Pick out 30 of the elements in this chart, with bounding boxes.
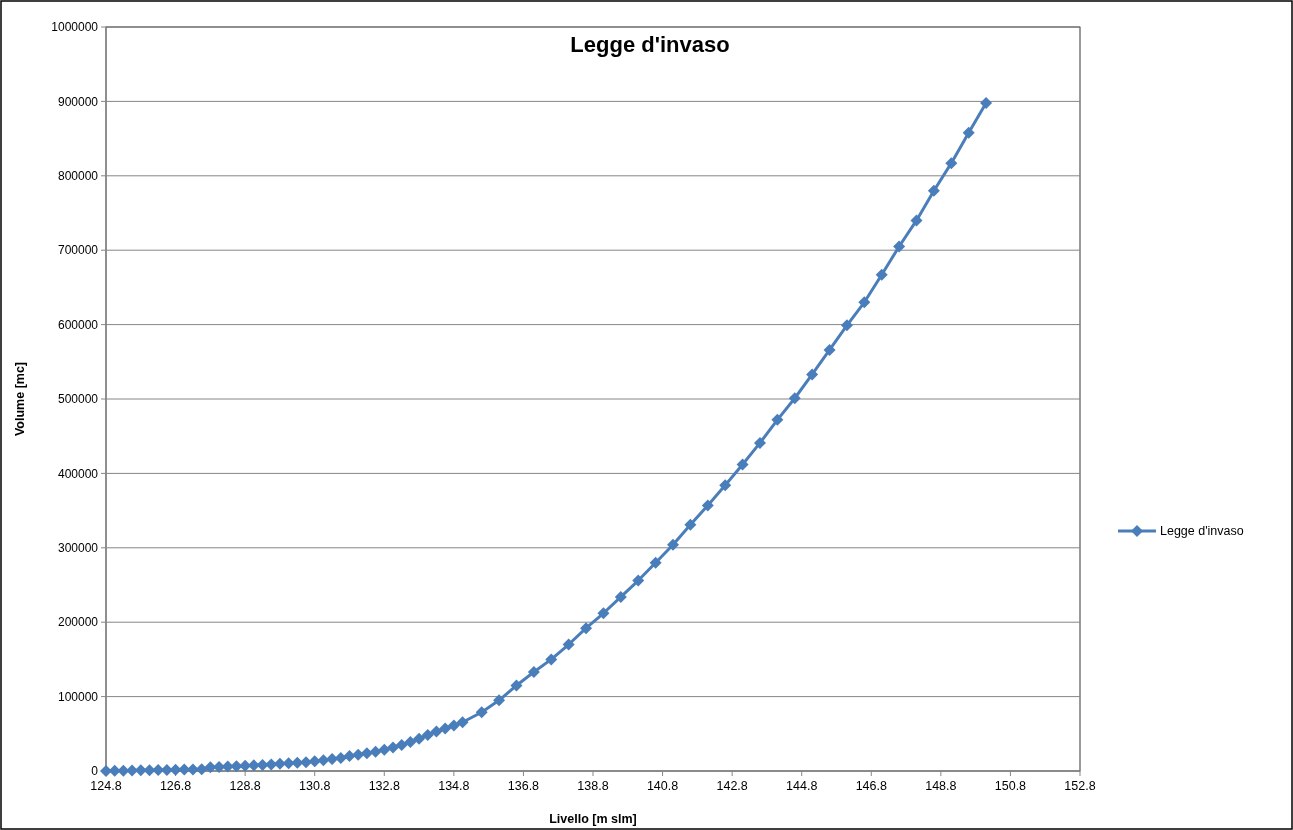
y-axis-title: Volume [mc] [13,361,27,437]
x-tick-label: 140.8 [646,779,679,793]
x-tick-label: 124.8 [90,779,122,793]
x-tick-label: 136.8 [507,779,540,793]
y-tick-label: 800000 [57,169,99,183]
y-tick-label: 500000 [57,392,99,407]
x-tick-label: 142.8 [716,779,748,793]
x-tick-label: 138.8 [577,779,609,793]
x-tick-label: 132.8 [368,779,400,793]
legend-label: Legge d'invaso [1160,524,1244,539]
y-tick-label: 300000 [57,541,99,555]
x-tick-label: 152.8 [1064,779,1096,793]
y-tick-label: 0 [91,764,99,779]
y-tick-label: 900000 [57,94,99,109]
y-tick-label: 400000 [57,466,99,481]
chart-title: Legge d'invaso [570,32,730,57]
x-tick-label: 130.8 [299,779,331,793]
y-tick-label: 1000000 [51,20,99,35]
y-tick-label: 200000 [57,615,99,630]
x-tick-label: 126.8 [159,779,192,793]
x-tick-label: 146.8 [855,779,887,793]
y-tick-label: 100000 [57,689,99,704]
x-axis-title: Livello [m slm] [549,812,637,826]
x-tick-label: 128.8 [229,779,261,793]
x-tick-label: 150.8 [994,779,1027,793]
x-tick-label: 148.8 [925,779,957,793]
x-tick-label: 144.8 [786,779,818,793]
y-tick-label: 700000 [57,243,99,258]
y-tick-label: 600000 [57,317,99,332]
x-tick-label: 134.8 [438,779,470,793]
